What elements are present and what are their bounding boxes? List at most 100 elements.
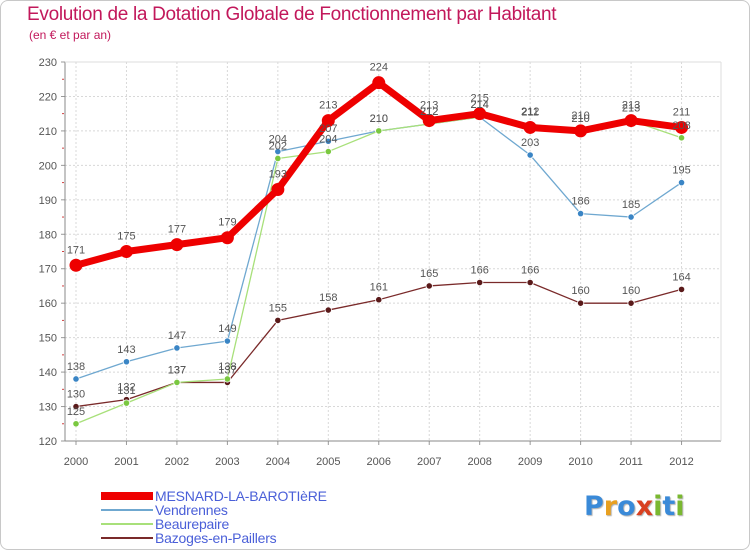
y-tick-label: 130 [39, 402, 57, 414]
chart-title: Evolution de la Dotation Globale de Fonc… [27, 4, 557, 25]
y-tick-label: 230 [39, 57, 57, 69]
data-label: 155 [269, 302, 287, 314]
data-point [223, 337, 231, 345]
legend-item-beaurepaire: Beaurepaire [101, 516, 229, 532]
data-label: 160 [571, 285, 589, 297]
data-point [324, 137, 332, 145]
data-label: 211 [521, 106, 539, 118]
legend-label-vendrennes: Vendrennes [155, 502, 228, 518]
data-label: 137 [168, 364, 186, 376]
x-tick-label: 2009 [518, 456, 542, 468]
legend-label-mesnard: MESNARD-LA-BAROTIèRE [155, 488, 327, 504]
x-tick-label: 2001 [114, 456, 138, 468]
data-point [574, 124, 588, 138]
x-tick-label: 2006 [367, 456, 391, 468]
data-label: 138 [218, 361, 236, 373]
data-label: 137 [168, 364, 186, 376]
data-point [677, 178, 686, 187]
data-label: 213 [622, 103, 640, 115]
legend-swatch-mesnard [101, 492, 153, 500]
y-tick-label: 220 [39, 91, 57, 103]
chart-subtitle: (en € et par an) [29, 28, 112, 42]
data-point [72, 402, 80, 411]
data-label: 166 [521, 265, 539, 277]
data-label: 185 [622, 199, 640, 211]
data-point [422, 114, 436, 128]
x-tick-label: 2005 [316, 456, 340, 468]
y-tick-label: 170 [39, 264, 57, 276]
data-point [220, 231, 234, 245]
data-label: 158 [319, 292, 337, 304]
data-label: 125 [67, 406, 85, 418]
data-point [173, 344, 181, 352]
data-point [72, 375, 80, 383]
y-tick-label: 160 [39, 298, 57, 310]
data-point [274, 316, 282, 325]
data-label: 147 [168, 330, 186, 342]
data-label: 160 [622, 285, 640, 297]
data-point [69, 258, 83, 272]
data-point [119, 245, 133, 258]
data-label: 149 [218, 323, 236, 335]
data-label: 165 [420, 268, 438, 280]
data-label: 161 [370, 282, 388, 294]
legend-swatch-vendrennes [101, 509, 153, 511]
data-point [425, 282, 433, 290]
data-label: 214 [471, 99, 489, 111]
logo-letter: P [584, 491, 604, 522]
data-point [324, 306, 332, 314]
x-tick-label: 2003 [215, 456, 239, 468]
data-point [476, 278, 484, 287]
data-point [271, 182, 285, 196]
y-tick-label: 140 [39, 367, 57, 379]
data-label: 202 [269, 140, 287, 152]
data-point [274, 147, 282, 156]
data-label: 164 [672, 271, 690, 283]
data-point [624, 114, 638, 128]
data-label: 213 [420, 100, 438, 112]
data-label: 177 [168, 224, 186, 236]
data-label: 210 [571, 110, 589, 122]
data-label: 171 [67, 244, 85, 256]
x-tick-label: 2008 [467, 456, 491, 468]
data-point [223, 375, 231, 383]
data-point [627, 213, 635, 221]
x-tick-label: 2011 [619, 456, 643, 468]
data-label: 210 [571, 113, 589, 125]
data-label: 203 [521, 137, 539, 149]
legend-item-bazoges: Bazoges-en-Paillers [101, 530, 277, 546]
data-point [375, 127, 383, 135]
data-label: 211 [673, 106, 691, 118]
data-label: 137 [218, 364, 236, 376]
data-label: 212 [420, 106, 438, 118]
logo-letter: o [617, 491, 636, 522]
x-tick-label: 2012 [669, 456, 693, 468]
logo-letter: x [635, 491, 654, 522]
data-label: 210 [370, 113, 388, 125]
data-point [677, 285, 686, 293]
data-point [324, 147, 332, 156]
y-tick-label: 210 [39, 126, 57, 138]
legend-swatch-beaurepaire [101, 523, 153, 525]
data-point [170, 238, 184, 252]
data-label: 207 [319, 123, 337, 135]
data-point [577, 299, 585, 307]
legend-label-beaurepaire: Beaurepaire [155, 516, 230, 532]
data-label: 204 [319, 134, 337, 146]
data-label: 214 [471, 99, 489, 111]
data-label: 193 [269, 168, 287, 180]
data-label: 195 [672, 165, 690, 177]
data-point [677, 134, 686, 142]
logo-letter: t [662, 491, 676, 522]
data-label: 208 [672, 120, 690, 132]
x-tick-label: 2010 [568, 456, 592, 468]
data-point [372, 76, 386, 90]
data-point [173, 378, 181, 387]
data-label: 210 [370, 113, 388, 125]
x-tick-label: 2000 [64, 456, 88, 468]
data-label: 179 [218, 217, 236, 229]
y-tick-label: 200 [39, 160, 57, 172]
data-point [627, 299, 635, 307]
